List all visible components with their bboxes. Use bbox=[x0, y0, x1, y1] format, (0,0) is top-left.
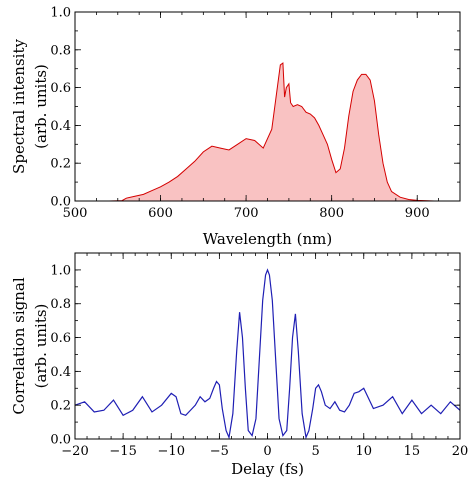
correlation-x-tick-label: 10 bbox=[355, 444, 372, 459]
correlation-x-tick-label: 20 bbox=[452, 444, 469, 459]
correlation-plot-frame bbox=[74, 252, 461, 440]
spectrum-series-line bbox=[75, 62, 460, 202]
spectrum-x-tick-label: 800 bbox=[319, 206, 344, 221]
correlation-y-tick-label: 0.4 bbox=[50, 365, 71, 380]
spectrum-y-tick-label: 0.4 bbox=[50, 119, 71, 134]
correlation-y-tick-label: 0.0 bbox=[50, 433, 71, 448]
spectrum-x-tick-label: 600 bbox=[148, 206, 173, 221]
correlation-x-tick-label: −20 bbox=[61, 444, 88, 459]
spectrum-y-tick-label: 0.6 bbox=[50, 81, 71, 96]
correlation-y-tick-label: 0.8 bbox=[50, 297, 71, 312]
spectrum-x-tick-label: 500 bbox=[63, 206, 88, 221]
correlation-y-tick-label: 1.0 bbox=[50, 263, 71, 278]
correlation-x-tick-label: −15 bbox=[109, 444, 136, 459]
correlation-series-line bbox=[74, 268, 461, 440]
spectrum-fill-area bbox=[75, 63, 460, 201]
correlation-x-axis-label: Delay (fs) bbox=[231, 460, 304, 478]
correlation-y-axis-label: Correlation signal bbox=[10, 277, 28, 414]
spectrum-x-axis-label: Wavelength (nm) bbox=[203, 230, 332, 248]
correlation-x-tick-label: 0 bbox=[263, 444, 271, 459]
correlation-x-tick-label: 15 bbox=[404, 444, 421, 459]
spectrum-y-tick-label: 0.0 bbox=[50, 195, 71, 210]
spectrum-x-tick-label: 900 bbox=[405, 206, 430, 221]
spectrum-y-tick-label: 0.8 bbox=[50, 43, 71, 58]
correlation-panel: −20 −15 −10 −5 0 5 10 15 20 0.0 0.2 0.4 0.6 0.8 1.0 De… bbox=[10, 252, 469, 478]
spectrum-y-tick-label: 0.2 bbox=[50, 157, 71, 172]
correlation-y-tick-label: 0.2 bbox=[50, 399, 71, 414]
correlation-x-tick-label: −5 bbox=[210, 444, 229, 459]
correlation-y-tick-label: 0.6 bbox=[50, 331, 71, 346]
spectrum-y-axis-label: Spectral intensity bbox=[10, 39, 28, 174]
spectrum-panel: 500 600 700 800 900 0.0 0.2 0.4 0.6 0.8 1.0 Wavele… bbox=[10, 6, 461, 248]
spectrum-y-axis-label-group: Spectral intensity (arb. units) bbox=[10, 39, 50, 174]
spectrum-ticks: 500 600 700 800 900 0.0 0.2 0.4 0.6 0.8 1.0 bbox=[50, 6, 461, 221]
correlation-x-tick-label: 5 bbox=[311, 444, 319, 459]
spectrum-y-axis-units: (arb. units) bbox=[32, 64, 50, 149]
correlation-y-axis-units: (arb. units) bbox=[32, 304, 50, 389]
spectrum-x-tick-label: 700 bbox=[234, 206, 259, 221]
spectrum-y-tick-label: 1.0 bbox=[50, 6, 71, 21]
correlation-y-axis-label-group: Correlation signal (arb. units) bbox=[10, 277, 50, 414]
correlation-ticks: −20 −15 −10 −5 0 5 10 15 20 0.0 0.2 0.4 0.6 0.8 1.0 bbox=[50, 252, 469, 459]
correlation-x-tick-label: −10 bbox=[158, 444, 185, 459]
